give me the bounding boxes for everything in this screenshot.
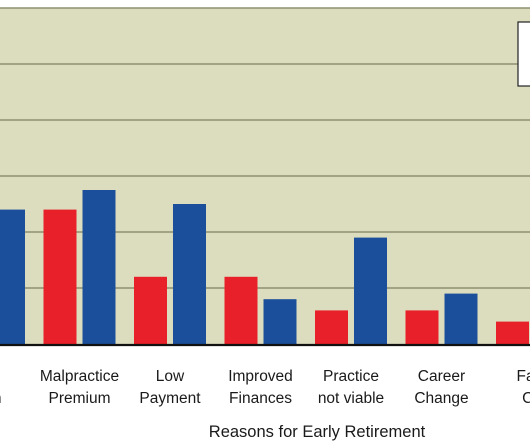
x-tick-label-line: Practice (323, 368, 379, 385)
x-tick-label-line: Improved (228, 368, 293, 385)
bar (263, 299, 297, 344)
x-tick-label: Improved Finances (228, 368, 293, 407)
x-tick-label: Malpractice Premium (40, 368, 119, 407)
x-tick-label: Low Payment (139, 368, 201, 407)
x-tick-label-line: Career (418, 368, 465, 385)
bar (315, 310, 348, 344)
x-tick-label: oftion (0, 368, 2, 407)
bars (0, 190, 529, 344)
bar (444, 293, 478, 344)
bar (0, 209, 25, 344)
x-tick-label-line: Change (414, 390, 468, 407)
x-tick-labels: oftion Malpractice Premium Low Payment Improv… (0, 368, 530, 407)
x-tick-label: Career Change (414, 368, 468, 407)
bar (134, 276, 167, 344)
bar (224, 276, 258, 344)
x-tick-label-line: Fam (517, 368, 530, 385)
bar (173, 204, 206, 344)
x-tick-label: Practice not viable (318, 368, 384, 407)
x-tick-label-line: tion (0, 390, 2, 407)
bar (354, 237, 387, 344)
bar (405, 310, 439, 344)
bar (43, 209, 77, 344)
x-tick-label-line: Ca (522, 390, 530, 407)
bar (82, 190, 116, 344)
bar (496, 321, 529, 344)
legend-box (517, 21, 530, 87)
x-tick-label-line: Payment (139, 390, 201, 407)
x-tick-label-line: Malpractice (40, 368, 119, 385)
x-tick-label-line: not viable (318, 390, 384, 407)
x-tick-label-line: Premium (48, 390, 110, 407)
x-tick-label-line: Low (156, 368, 185, 385)
x-tick-label: Fam Ca (517, 368, 530, 407)
x-axis-title: Reasons for Early Retirement (209, 423, 426, 441)
x-tick-label-line: Finances (229, 390, 292, 407)
